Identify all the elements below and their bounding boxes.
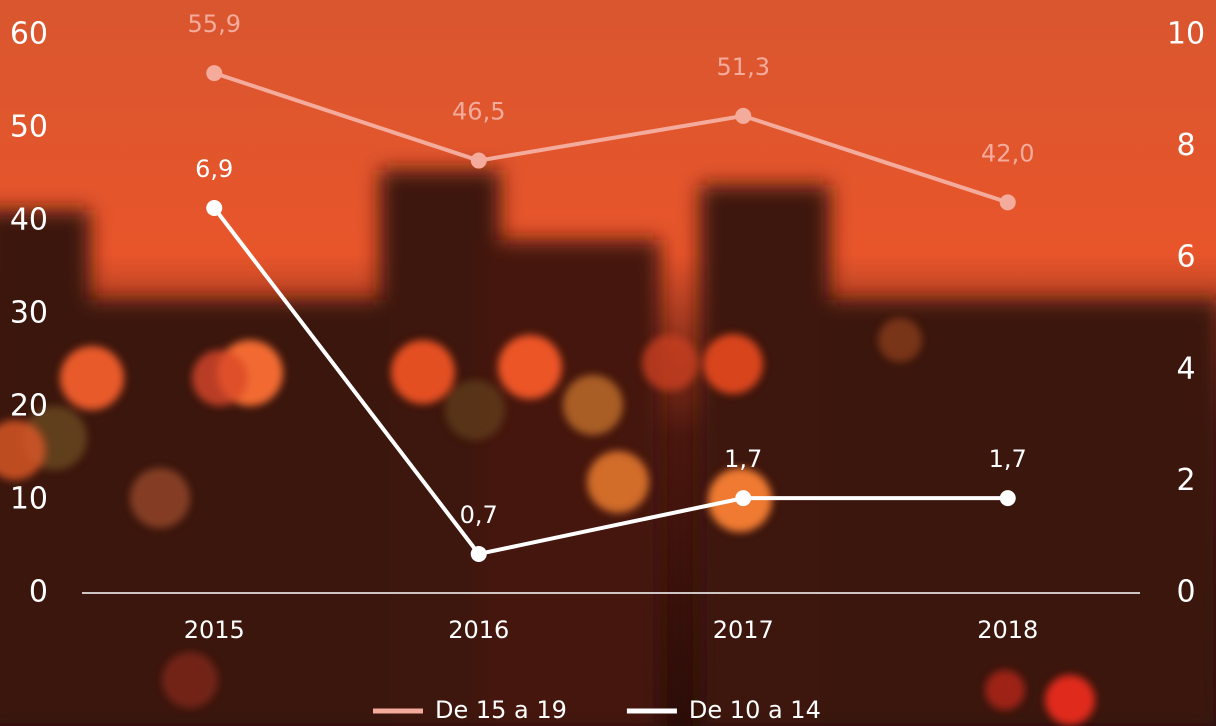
y-tick-label: 0: [29, 575, 48, 610]
y2-tick-label: 8: [1176, 128, 1195, 163]
data-point: [206, 200, 222, 216]
y2-tick-label: 10: [1167, 17, 1205, 52]
y2-tick-label: 2: [1176, 463, 1195, 498]
x-tick-label: 2016: [448, 616, 509, 644]
y2-tick-label: 0: [1176, 575, 1195, 610]
data-point: [471, 546, 487, 562]
chart: 0 10 20 30 40 50 60 0 2 4 6 8 10 2015 2016 2017 2018 55,9…: [0, 0, 1216, 726]
page: 0 10 20 30 40 50 60 0 2 4 6 8 10 2015 2016 2017 2018 55,9…: [0, 0, 1216, 726]
y-tick-label: 40: [10, 203, 48, 238]
y-tick-label: 10: [10, 482, 48, 517]
x-tick-label: 2018: [977, 616, 1038, 644]
y2-tick-label: 4: [1176, 351, 1195, 386]
legend-label: De 10 a 14: [689, 696, 821, 724]
data-label: 1,7: [989, 445, 1027, 473]
data-label: 42,0: [981, 139, 1034, 167]
data-label: 1,7: [724, 445, 762, 473]
x-tick-label: 2015: [184, 616, 245, 644]
data-label: 46,5: [452, 98, 505, 126]
data-point: [735, 108, 751, 124]
data-label: 55,9: [188, 10, 241, 38]
y2-tick-label: 6: [1176, 240, 1195, 275]
data-point: [206, 65, 222, 81]
x-tick-label: 2017: [713, 616, 774, 644]
data-point: [1000, 194, 1016, 210]
y-tick-label: 60: [10, 17, 48, 52]
data-point: [735, 490, 751, 506]
data-label: 51,3: [717, 53, 770, 81]
data-point: [471, 153, 487, 169]
y-tick-label: 20: [10, 389, 48, 424]
legend-label: De 15 a 19: [435, 696, 567, 724]
data-label: 6,9: [195, 155, 233, 183]
y-tick-label: 50: [10, 110, 48, 145]
data-point: [1000, 490, 1016, 506]
data-label: 0,7: [460, 501, 498, 529]
y-tick-label: 30: [10, 296, 48, 331]
